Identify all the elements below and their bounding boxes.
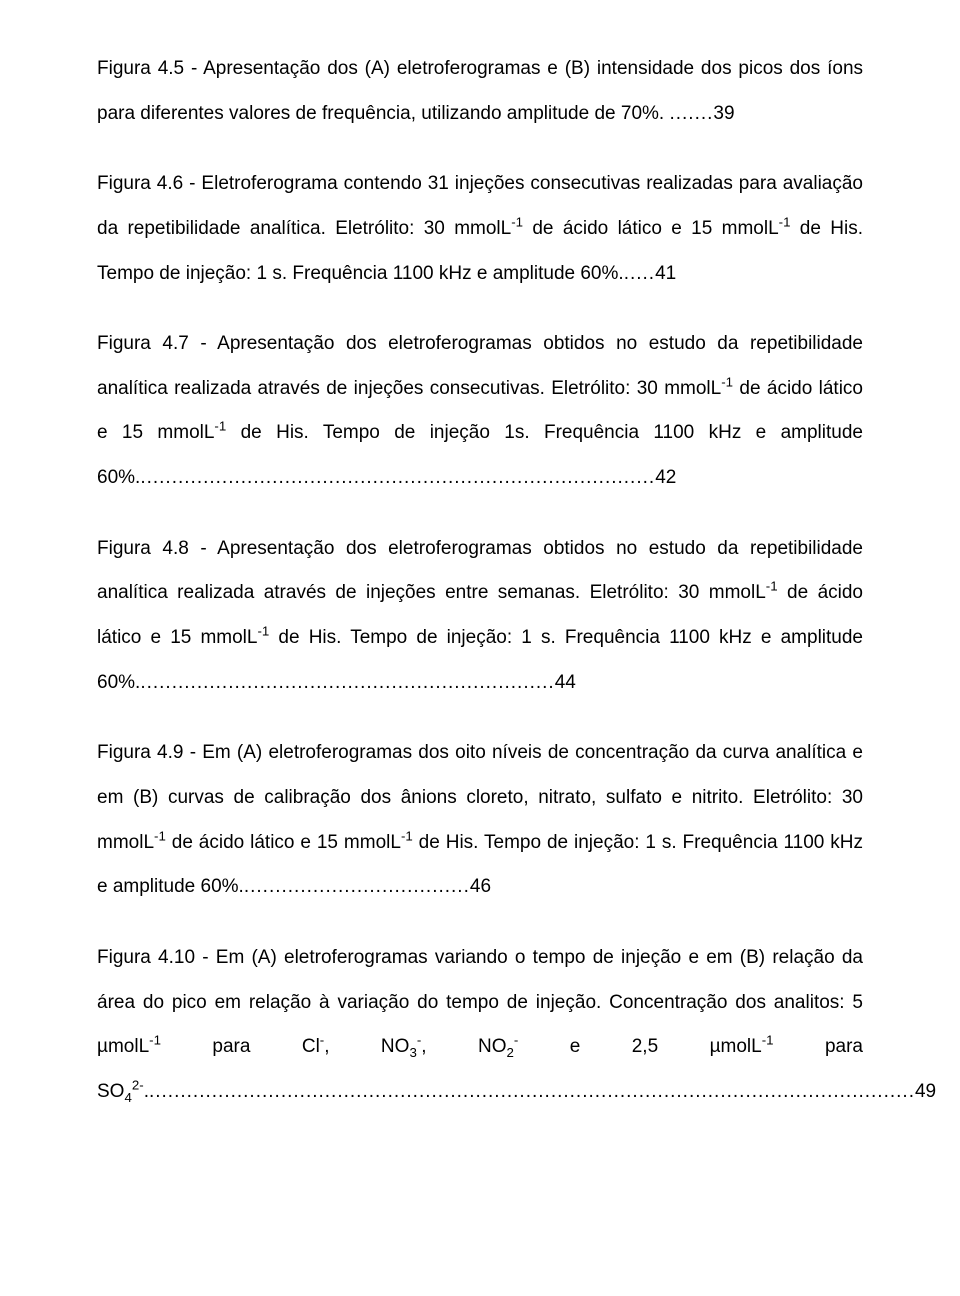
- entry-page: 42: [655, 467, 676, 488]
- toc-entry-fig-4-7: Figura 4.7 - Apresentação dos eletrofero…: [97, 322, 863, 501]
- toc-entry-fig-4-5: Figura 4.5 - Apresentação dos (A) eletro…: [97, 47, 863, 136]
- page-document: Figura 4.5 - Apresentação dos (A) eletro…: [0, 0, 960, 1296]
- leader-dots: ....................................: [244, 876, 470, 897]
- leader-dots: .....: [624, 263, 655, 284]
- entry-label: Figura 4.9: [97, 742, 183, 763]
- entry-label: Figura 4.10: [97, 947, 195, 968]
- entry-text: - Eletroferograma contendo 31 injeções c…: [97, 173, 863, 283]
- entry-page: 49: [915, 1081, 936, 1102]
- toc-entry-fig-4-9: Figura 4.9 - Em (A) eletroferogramas dos…: [97, 731, 863, 910]
- entry-page: 46: [470, 876, 491, 897]
- leader-dots: ........................................…: [140, 467, 655, 488]
- entry-text: - Apresentação dos eletroferogramas obti…: [97, 538, 863, 693]
- entry-page: 44: [555, 672, 576, 693]
- entry-page: 39: [713, 103, 734, 124]
- entry-text: - Apresentação dos eletroferogramas obti…: [97, 333, 863, 488]
- entry-text: - Apresentação dos (A) eletroferogramas …: [97, 58, 863, 124]
- leader-dots: ........................................…: [140, 672, 554, 693]
- entry-label: Figura 4.7: [97, 333, 189, 354]
- leader-dots: .......: [669, 103, 713, 124]
- entry-label: Figura 4.8: [97, 538, 189, 559]
- toc-entry-fig-4-8: Figura 4.8 - Apresentação dos eletrofero…: [97, 527, 863, 706]
- toc-entry-fig-4-10: Figura 4.10 - Em (A) eletroferogramas va…: [97, 936, 863, 1115]
- entry-label: Figura 4.5: [97, 58, 184, 79]
- entry-page: 41: [655, 263, 676, 284]
- entry-text: - Em (A) eletroferogramas variando o tem…: [97, 947, 863, 1102]
- toc-entry-fig-4-6: Figura 4.6 - Eletroferograma contendo 31…: [97, 162, 863, 296]
- entry-label: Figura 4.6: [97, 173, 183, 194]
- leader-dots: ........................................…: [149, 1081, 915, 1102]
- entry-text: - Em (A) eletroferogramas dos oito nívei…: [97, 742, 863, 897]
